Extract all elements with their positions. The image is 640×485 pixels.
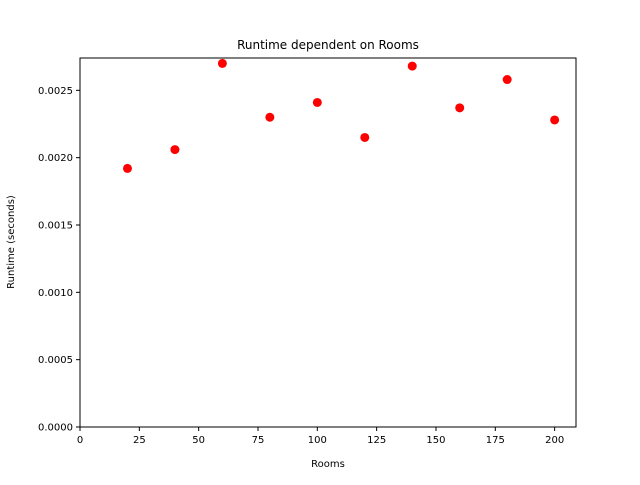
x-axis-ticks: 0 25 50 75 100 125 150 175 200 [77,427,564,446]
data-point [360,132,370,142]
x-tick-label: 75 [252,435,265,446]
x-tick-label: 200 [545,435,564,446]
data-point [217,58,227,68]
y-tick-label: 0.0005 [38,355,73,366]
x-tick-label: 100 [308,435,327,446]
data-point [312,97,322,107]
data-point [265,112,275,122]
x-tick-label: 175 [486,435,505,446]
data-point [455,103,465,113]
y-axis-label: Runtime (seconds) [6,195,17,289]
chart-title: Runtime dependent on Rooms [237,38,419,52]
x-axis-label: Rooms [311,459,345,470]
y-tick-label: 0.0020 [38,153,73,164]
y-tick-label: 0.0000 [38,423,73,434]
data-point [502,75,512,85]
data-point [122,163,132,173]
data-point [550,115,560,125]
data-point [170,145,180,155]
x-tick-label: 25 [133,435,146,446]
x-tick-label: 50 [192,435,205,446]
data-points [122,58,560,173]
y-tick-label: 0.0025 [38,86,73,97]
data-point [407,61,417,71]
y-tick-label: 0.0015 [38,220,73,231]
y-axis-ticks: 0.0000 0.0005 0.0010 0.0015 0.0020 0.0025 [38,86,80,434]
x-tick-label: 150 [426,435,445,446]
x-tick-label: 125 [367,435,386,446]
y-tick-label: 0.0010 [38,288,73,299]
x-tick-label: 0 [77,435,83,446]
plot-area-frame [79,57,577,428]
